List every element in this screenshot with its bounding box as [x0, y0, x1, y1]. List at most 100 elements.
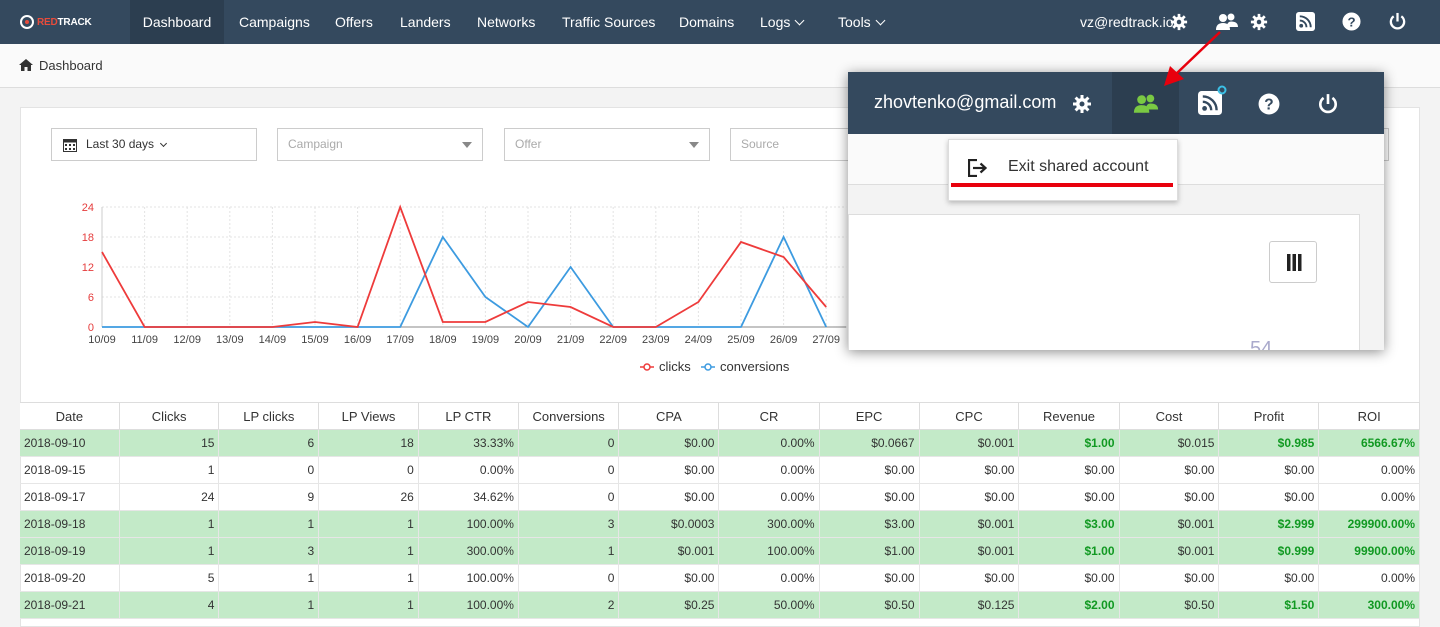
nav-offers[interactable]: Offers — [335, 14, 373, 30]
table-cell: $1.50 — [1218, 591, 1320, 619]
home-icon[interactable] — [19, 59, 33, 71]
column-header[interactable]: LP CTR — [418, 402, 519, 430]
table-cell: 1 — [318, 537, 419, 565]
table-cell: $0.00 — [1218, 456, 1320, 484]
table-row[interactable]: 2018-09-15 1 0 0 0.00% 0 $0.00 0.00% $0.00 $0.00 $… — [20, 456, 1420, 484]
table-cell: 33.33% — [418, 429, 519, 457]
table-cell: 2018-09-15 — [20, 456, 120, 484]
breadcrumb-label[interactable]: Dashboard — [39, 58, 103, 73]
table-cell: 0 — [518, 429, 620, 457]
table-row[interactable]: 2018-09-20 5 1 1 100.00% 0 $0.00 0.00% $0.00 $0.0… — [20, 564, 1420, 592]
x-tick-label: 18/09 — [429, 334, 457, 346]
shared-users-icon — [1133, 94, 1159, 113]
column-header[interactable]: EPC — [819, 402, 920, 430]
table-cell: $0.25 — [618, 591, 720, 619]
table-cell: 0 — [518, 456, 620, 484]
table-cell: $0.00 — [1018, 483, 1120, 511]
table-cell: 18 — [318, 429, 419, 457]
shared-users-icon[interactable] — [1216, 12, 1238, 32]
table-cell: 1 — [318, 591, 419, 619]
campaign-select[interactable]: Campaign — [277, 128, 483, 161]
table-cell: $3.00 — [819, 510, 920, 538]
x-tick-label: 12/09 — [173, 334, 201, 346]
table-row[interactable]: 2018-09-18 1 1 1 100.00% 3 $0.0003 300.00% $3.00… — [20, 510, 1420, 538]
table-cell: 0.00% — [718, 456, 820, 484]
gear-icon[interactable] — [1072, 94, 1092, 114]
x-tick-label: 11/09 — [131, 334, 158, 346]
power-icon[interactable] — [1388, 12, 1407, 31]
legend-marker — [643, 363, 651, 371]
nav-tools[interactable]: Tools — [838, 0, 886, 44]
rss-icon[interactable] — [1198, 91, 1222, 115]
chevron-down-icon — [875, 15, 886, 26]
nav-dashboard[interactable]: Dashboard — [130, 0, 224, 44]
table-cell: 0 — [518, 564, 620, 592]
table-cell: 1 — [218, 510, 320, 538]
table-cell: $0.50 — [1119, 591, 1220, 619]
nav-networks[interactable]: Networks — [477, 14, 536, 30]
x-tick-label: 26/09 — [770, 334, 798, 346]
table-row[interactable]: 2018-09-21 4 1 1 100.00% 2 $0.25 50.00% $0.50 $0.… — [20, 591, 1420, 619]
exit-shared-account-menu[interactable]: Exit shared account — [948, 139, 1178, 201]
table-cell: $0.50 — [819, 591, 920, 619]
column-header[interactable]: Date — [20, 402, 120, 430]
table-row[interactable]: 2018-09-10 15 6 18 33.33% 0 $0.00 0.00% $0.0667 $… — [20, 429, 1420, 457]
help-icon[interactable]: ? — [1342, 12, 1361, 31]
table-cell: 1 — [119, 537, 220, 565]
gear-icon[interactable] — [1170, 13, 1188, 31]
nav-landers[interactable]: Landers — [400, 14, 451, 30]
svg-text:?: ? — [1347, 14, 1355, 29]
nav-domains[interactable]: Domains — [679, 14, 735, 30]
source-select[interactable]: Source — [730, 128, 850, 161]
table-cell: 1 — [218, 591, 320, 619]
nav-traffic-sources[interactable]: Traffic Sources — [562, 14, 656, 30]
table-cell: 100.00% — [718, 537, 820, 565]
column-header[interactable]: Clicks — [119, 402, 220, 430]
column-header[interactable]: Revenue — [1018, 402, 1120, 430]
column-header[interactable]: CPC — [919, 402, 1020, 430]
table-cell: $0.00 — [919, 483, 1020, 511]
table-cell: $0.125 — [919, 591, 1020, 619]
columns-button[interactable] — [1269, 241, 1317, 283]
x-tick-label: 17/09 — [386, 334, 414, 346]
table-cell: $0.00 — [819, 483, 920, 511]
table-cell: $0.00 — [618, 456, 720, 484]
table-row[interactable]: 2018-09-19 1 3 1 300.00% 1 $0.001 100.00% $1.00 $… — [20, 537, 1420, 565]
column-header[interactable]: Cost — [1119, 402, 1220, 430]
x-tick-label: 22/09 — [599, 334, 627, 346]
table-cell: 1 — [218, 564, 320, 592]
power-icon[interactable] — [1317, 93, 1339, 115]
nav-tools-label: Tools — [838, 14, 871, 30]
column-header[interactable]: ROI — [1318, 402, 1420, 430]
dropdown-arrow-icon — [462, 142, 472, 148]
offer-select[interactable]: Offer — [504, 128, 710, 161]
y-tick-label: 12 — [82, 262, 94, 274]
user-email[interactable]: vz@redtrack.io — [1080, 14, 1174, 30]
table-row[interactable]: 2018-09-17 24 9 26 34.62% 0 $0.00 0.00% $0.00 $0.… — [20, 483, 1420, 511]
table-cell: 5 — [119, 564, 220, 592]
redtrack-logo[interactable]: REDTRACK — [20, 14, 92, 30]
column-header[interactable]: Conversions — [518, 402, 620, 430]
column-header[interactable]: Profit — [1218, 402, 1320, 430]
date-range-select[interactable]: Last 30 days — [51, 128, 257, 161]
y-tick-label: 0 — [88, 322, 94, 334]
nav-campaigns[interactable]: Campaigns — [239, 14, 310, 30]
calendar-icon — [63, 139, 77, 152]
rss-icon[interactable] — [1296, 12, 1315, 31]
column-header[interactable]: LP clicks — [218, 402, 320, 430]
help-icon[interactable]: ? — [1258, 93, 1280, 115]
column-header[interactable]: LP Views — [318, 402, 419, 430]
table-cell: 3 — [518, 510, 620, 538]
column-header[interactable]: CPA — [618, 402, 720, 430]
nav-logs[interactable]: Logs — [760, 0, 805, 44]
table-cell: 26 — [318, 483, 419, 511]
table-cell: 100.00% — [418, 510, 519, 538]
nav-logs-label: Logs — [760, 14, 791, 30]
settings-icon[interactable] — [1250, 13, 1268, 31]
x-tick-label: 21/09 — [557, 334, 585, 346]
table-cell: 99900.00% — [1318, 537, 1420, 565]
column-header[interactable]: CR — [718, 402, 820, 430]
table-cell: $0.00 — [819, 564, 920, 592]
zoom-user-email[interactable]: zhovtenko@gmail.com — [874, 92, 1057, 112]
table-cell: $0.001 — [1119, 537, 1220, 565]
